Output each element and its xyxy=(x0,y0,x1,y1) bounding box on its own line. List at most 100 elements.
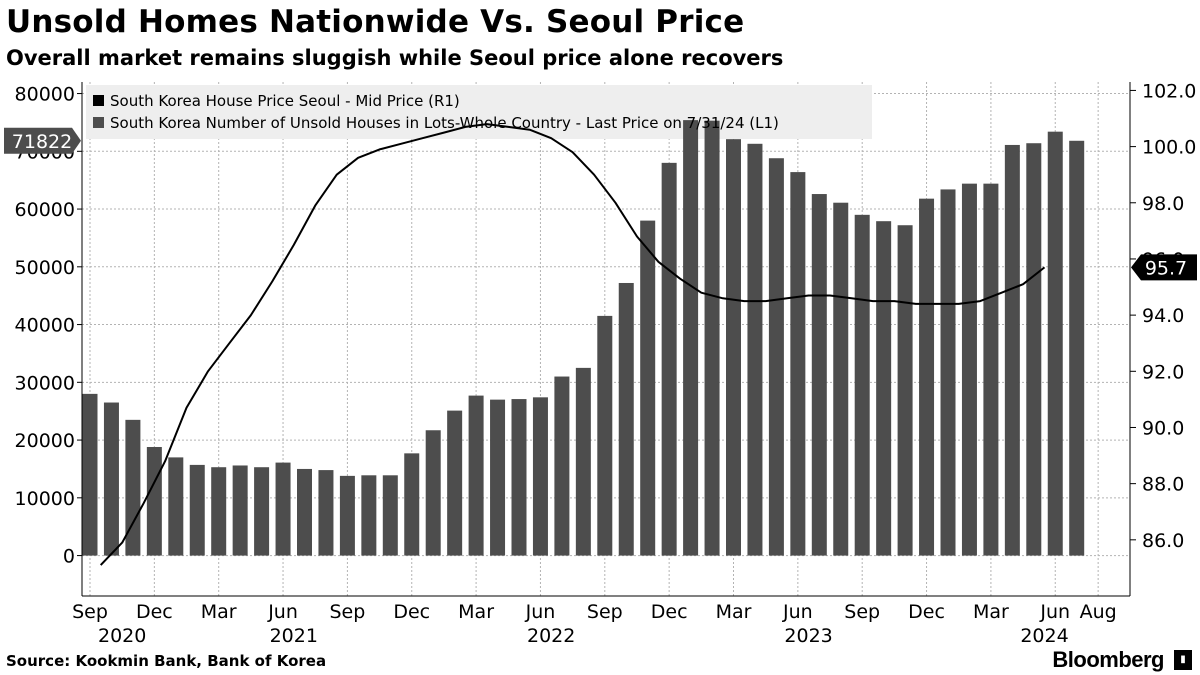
x-month-label: Dec xyxy=(393,601,430,623)
right-tick-label: 98.0 xyxy=(1142,193,1184,215)
bar-unsold-houses xyxy=(275,462,291,556)
bar-unsold-houses xyxy=(447,410,463,556)
bloomberg-badge-icon: ▮ xyxy=(1174,650,1192,670)
bar-unsold-houses xyxy=(768,158,784,556)
right-tick-label: 102.0 xyxy=(1142,80,1196,102)
right-tick-label: 90.0 xyxy=(1142,417,1184,439)
bar-unsold-houses xyxy=(597,315,613,556)
bloomberg-logo: Bloomberg xyxy=(1052,647,1164,672)
legend-label-line: South Korea House Price Seoul - Mid Pric… xyxy=(110,92,460,110)
x-month-label: Mar xyxy=(201,601,237,623)
bar-unsold-houses xyxy=(1026,143,1042,556)
bar-unsold-houses xyxy=(575,367,591,556)
right-tick-label: 100.0 xyxy=(1142,137,1196,159)
x-month-label: Sep xyxy=(72,601,108,623)
bar-unsold-houses xyxy=(103,402,119,556)
x-month-label: Dec xyxy=(651,601,688,623)
x-year-label: 2024 xyxy=(1020,625,1068,647)
bar-unsold-houses xyxy=(254,467,270,556)
source-note: Source: Kookmin Bank, Bank of Korea xyxy=(6,652,327,670)
x-year-label: 2021 xyxy=(270,625,318,647)
bar-unsold-houses xyxy=(189,464,205,556)
bar-unsold-houses xyxy=(511,399,527,556)
x-month-label: Sep xyxy=(587,601,623,623)
left-tick-label: 30000 xyxy=(15,372,75,394)
bar-unsold-houses xyxy=(361,475,377,556)
bar-unsold-houses xyxy=(404,453,420,556)
bar-unsold-houses xyxy=(618,282,634,556)
bar-unsold-houses xyxy=(790,172,806,556)
x-month-label: Jun xyxy=(1039,601,1070,623)
bar-unsold-houses xyxy=(146,446,162,556)
chart-subtitle: Overall market remains sluggish while Se… xyxy=(6,46,784,70)
bar-unsold-houses xyxy=(1047,131,1063,556)
left-tick-label: 0 xyxy=(63,546,75,568)
bar-unsold-houses xyxy=(490,399,506,556)
bar-unsold-houses xyxy=(168,457,184,556)
bar-unsold-houses xyxy=(876,221,892,556)
bar-unsold-houses xyxy=(640,220,656,556)
legend-label-bar: South Korea Number of Unsold Houses in L… xyxy=(110,114,779,132)
left-tick-label: 40000 xyxy=(15,315,75,337)
bar-unsold-houses xyxy=(232,465,248,556)
bar-unsold-houses xyxy=(297,468,312,556)
last-value-tag-left xyxy=(4,127,81,154)
legend-swatch-bar xyxy=(93,117,104,128)
bar-unsold-houses xyxy=(339,475,355,556)
x-year-label: 2022 xyxy=(527,625,575,647)
left-tick-label: 50000 xyxy=(15,257,75,279)
x-month-label: Jun xyxy=(267,601,298,623)
bar-unsold-houses xyxy=(318,470,334,556)
x-month-label: Aug xyxy=(1080,601,1117,623)
x-month-label: Dec xyxy=(136,601,173,623)
x-year-label: 2020 xyxy=(98,625,146,647)
bar-unsold-houses xyxy=(532,397,548,556)
bar-unsold-houses xyxy=(425,430,441,556)
bar-unsold-houses xyxy=(811,194,827,556)
bar-unsold-houses xyxy=(1004,144,1020,556)
bar-unsold-houses xyxy=(833,202,849,556)
left-tick-label: 80000 xyxy=(15,84,75,106)
bar-unsold-houses xyxy=(554,376,570,556)
bar-unsold-houses xyxy=(940,189,956,556)
bar-unsold-houses xyxy=(983,183,999,556)
x-month-label: Jun xyxy=(525,601,556,623)
x-month-label: Mar xyxy=(716,601,752,623)
right-tick-label: 92.0 xyxy=(1142,361,1184,383)
bar-unsold-houses xyxy=(82,393,98,556)
x-year-label: 2023 xyxy=(784,625,832,647)
line-seoul-price xyxy=(99,123,1046,566)
left-tick-label: 10000 xyxy=(15,488,75,510)
bar-unsold-houses xyxy=(683,120,699,556)
bar-unsold-houses xyxy=(661,162,677,556)
bar-unsold-houses xyxy=(211,467,227,556)
x-month-label: Sep xyxy=(844,601,880,623)
last-value-tag-right xyxy=(1131,254,1197,281)
legend-swatch-line xyxy=(93,95,104,106)
x-month-label: Sep xyxy=(329,601,365,623)
x-month-label: Mar xyxy=(458,601,494,623)
bar-unsold-houses xyxy=(919,198,935,556)
x-month-label: Mar xyxy=(973,601,1009,623)
right-tick-label: 88.0 xyxy=(1142,474,1184,496)
bar-unsold-houses xyxy=(125,419,141,556)
bar-unsold-houses xyxy=(382,475,398,556)
x-month-label: Jun xyxy=(782,601,813,623)
bar-unsold-houses xyxy=(704,120,720,556)
x-month-label: Dec xyxy=(908,601,945,623)
chart-title: Unsold Homes Nationwide Vs. Seoul Price xyxy=(6,4,745,40)
bar-unsold-houses xyxy=(726,139,741,556)
bar-unsold-houses xyxy=(961,183,977,556)
right-tick-label: 86.0 xyxy=(1142,530,1184,552)
bar-unsold-houses xyxy=(747,143,763,556)
left-tick-label: 20000 xyxy=(15,430,75,452)
last-value-left: 71822 xyxy=(12,131,72,153)
right-tick-label: 94.0 xyxy=(1142,305,1184,327)
bar-unsold-houses xyxy=(897,225,913,556)
bar-unsold-houses xyxy=(854,214,870,556)
bar-unsold-houses xyxy=(468,395,484,556)
bar-unsold-houses xyxy=(1069,140,1085,556)
left-tick-label: 60000 xyxy=(15,199,75,221)
legend-box xyxy=(86,85,872,139)
